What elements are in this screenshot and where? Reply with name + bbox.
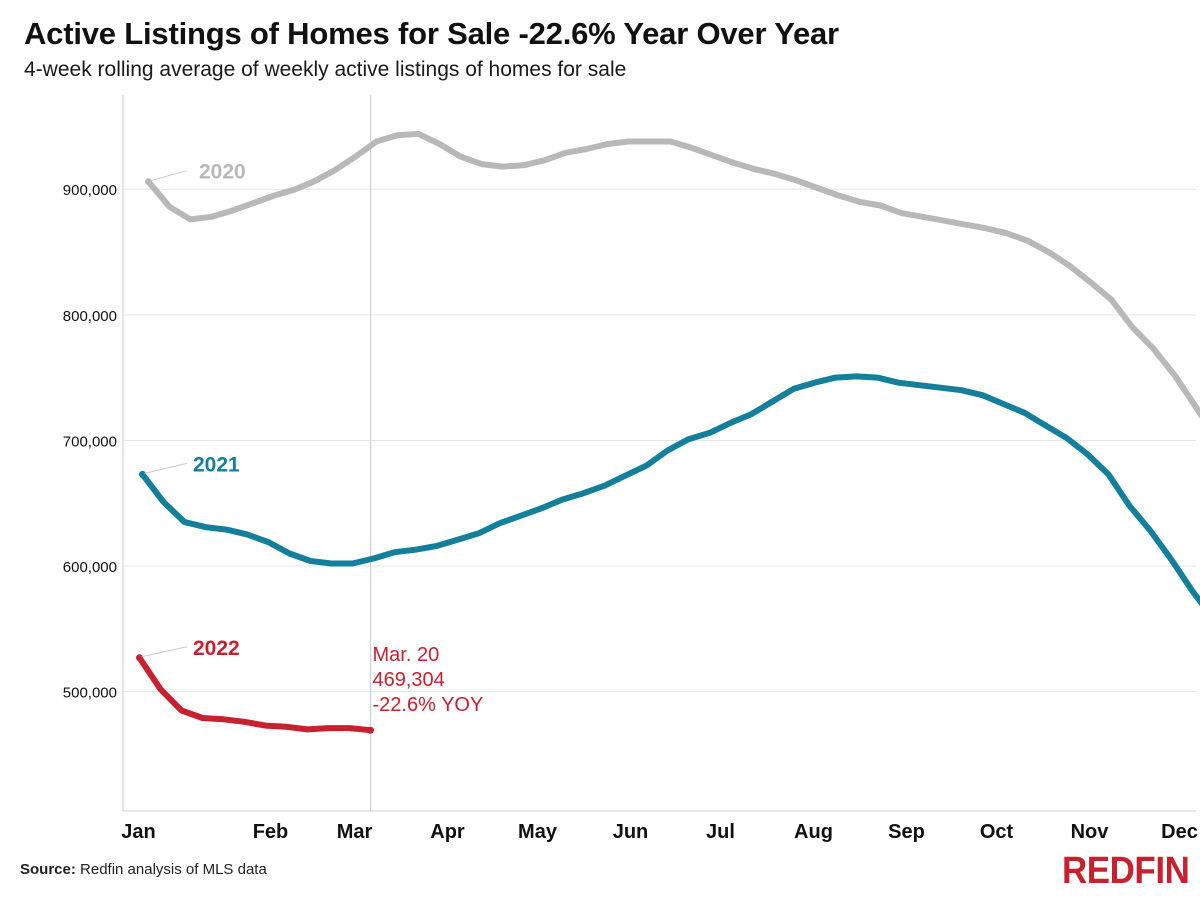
redfin-logo: REDFIN [1062,850,1190,892]
y-tick-label: 600,000 [63,559,117,576]
chart-subtitle: 4-week rolling average of weekly active … [24,58,627,81]
annotation-value: 469,304 [373,669,445,691]
x-tick-label: Apr [430,821,465,843]
x-tick-label: May [518,821,558,843]
x-tick-label: Mar [337,821,373,843]
series-line-2021 [139,373,1200,607]
y-tick-label: 800,000 [63,308,117,325]
series-label-2020: 2020 [199,161,246,184]
series-start-point-2020 [145,178,152,186]
annotation-yoy: -22.6% YOY [373,694,484,716]
y-tick-label: 700,000 [63,433,117,450]
series-label-2022: 2022 [193,637,240,660]
series-end-point-2022 [367,726,374,734]
x-tick-label: Oct [980,821,1014,843]
x-tick-label: Sep [888,821,925,843]
series-start-point-2022 [136,654,143,662]
series-start-point-2021 [139,470,146,478]
leader-line-2022 [141,646,188,658]
series-lines [136,130,1200,734]
source-text: Redfin analysis of MLS data [80,861,267,878]
x-tick-label: Aug [794,821,833,843]
leader-line-2021 [144,462,188,474]
series-line-2022 [136,654,374,734]
x-tick-label: Jun [613,821,649,843]
x-tick-label: Dec [1161,821,1198,843]
annotation-date: Mar. 20 [373,644,440,666]
x-tick-label: Jul [706,821,735,843]
x-tick-label: Jan [121,821,155,843]
series-line-2020 [145,130,1200,419]
x-tick-label: Feb [253,821,289,843]
series-labels: 2020 2021 2022 Mar. 20 469,304 -22.6% YOY [141,161,484,716]
y-tick-label: 500,000 [63,685,117,702]
x-tick-label: Nov [1071,821,1110,843]
axes: 500,000 600,000 700,000 800,000 900,000 Jan Fe… [63,95,1198,843]
leader-line-2020 [150,170,188,182]
y-tick-label: 900,000 [63,182,117,199]
chart-title: Active Listings of Homes for Sale -22.6%… [24,16,839,51]
source-note: Source: Redfin analysis of MLS data [20,861,267,878]
series-label-2021: 2021 [193,453,240,476]
source-label: Source: [20,861,76,878]
